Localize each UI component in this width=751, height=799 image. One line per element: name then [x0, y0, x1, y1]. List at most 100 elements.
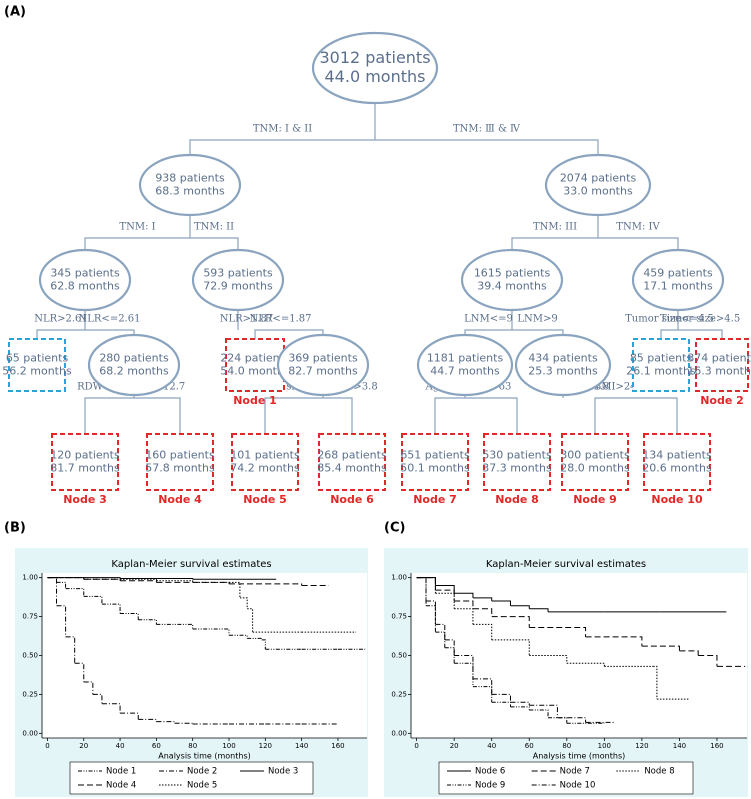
km-step [472, 686, 493, 703]
node-text: 25.3 months [528, 365, 598, 378]
km-step [454, 600, 474, 609]
x-tick-label: 80 [562, 742, 571, 750]
km-step [510, 605, 530, 609]
node-text: 160 patients [145, 449, 215, 462]
y-tick-label: 0.25 [391, 690, 407, 698]
km-step [510, 701, 530, 706]
node-text: 268 patients [317, 449, 387, 462]
km-step [120, 712, 139, 720]
km-step [529, 608, 549, 612]
y-tick-label: 0.50 [391, 652, 407, 660]
node-text: 39.4 months [477, 280, 547, 293]
split-label: LNM>9 [517, 314, 557, 325]
tree-edge [237, 310, 324, 339]
node-label: Node 7 [413, 493, 457, 506]
node-label: Node 6 [330, 493, 374, 506]
node-text: 57.8 months [145, 462, 215, 475]
tree-edge [660, 310, 723, 339]
node-text: 530 patients [482, 449, 552, 462]
tree-leaf [483, 433, 551, 491]
node-text: 33.0 months [563, 185, 633, 198]
km-step [426, 600, 436, 625]
node-text: 56.2 months [2, 365, 72, 378]
node-text: 1181 patients [427, 352, 504, 365]
tree-node [276, 333, 370, 397]
km-step [47, 577, 85, 580]
x-tick-label: 40 [116, 742, 125, 750]
km-step [156, 623, 194, 630]
tree-leaf [8, 338, 66, 392]
x-axis-label: Analysis time (months) [158, 752, 251, 761]
panel-label: (A) [4, 5, 26, 20]
tree-leaf [146, 433, 214, 491]
km-step [138, 619, 157, 625]
x-tick-label: 0 [414, 742, 418, 750]
node-text: 120 patients [50, 449, 120, 462]
chart-title: Kaplan-Meier survival estimates [111, 559, 271, 570]
x-tick-label: 40 [487, 742, 496, 750]
x-tick-label: 20 [79, 742, 88, 750]
y-tick-label: 0.75 [391, 613, 407, 621]
km-step [548, 717, 568, 724]
node-text: 54.0 months [220, 365, 290, 378]
km-step [435, 589, 455, 602]
legend-label: Node 9 [475, 781, 505, 791]
km-step [120, 580, 157, 583]
km-step [120, 612, 139, 620]
tree-node [191, 248, 285, 312]
split-label: TNM: Ⅲ & Ⅳ [453, 124, 521, 135]
legend-label: Node 5 [187, 781, 217, 791]
panel-label: (C) [384, 521, 405, 536]
km-step [454, 655, 474, 679]
node-text: 593 patients [203, 267, 273, 280]
node-text: 300 patients [560, 449, 630, 462]
x-axis-label: Analysis time (months) [533, 752, 626, 761]
km-step [74, 662, 85, 682]
node-text: 374 patients [687, 352, 751, 365]
plot-area [42, 573, 367, 738]
tree-leaf [231, 433, 299, 491]
node-label: Node 5 [243, 493, 287, 506]
km-step [444, 647, 455, 664]
chart-title: Kaplan-Meier survival estimates [486, 559, 646, 570]
node-text: 85 patients [630, 352, 693, 365]
tree-node [514, 333, 612, 397]
x-tick-label: 120 [635, 742, 648, 750]
node-label: Node 4 [158, 493, 202, 506]
km-step [472, 597, 493, 602]
km-step [529, 655, 568, 664]
node-text: 134 patients [642, 449, 712, 462]
node-text: 85.4 months [317, 462, 387, 475]
x-tick-label: 100 [222, 742, 235, 750]
tree-edge [264, 395, 353, 434]
node-text: 1615 patients [474, 267, 551, 280]
x-tick-label: 20 [450, 742, 459, 750]
node-text: 37.3 months [482, 462, 552, 475]
node-text: 16.3 months [687, 365, 751, 378]
node-text: 62.8 months [50, 280, 120, 293]
tree-edge [434, 395, 518, 434]
node-label: Node 2 [700, 394, 744, 407]
node-text: 651 patients [400, 449, 470, 462]
tree-leaf [695, 338, 749, 392]
legend-label: Node 4 [106, 781, 136, 791]
legend [438, 761, 694, 795]
legend-label: Node 2 [187, 767, 217, 777]
tree-edge [511, 215, 679, 250]
node-text: 2074 patients [560, 172, 637, 185]
tree-edge [84, 395, 181, 434]
node-text: 65 patients [6, 352, 69, 365]
split-label: NLR>2.61 [34, 314, 88, 325]
split-label: TNM: II [194, 222, 234, 233]
km-step [435, 592, 455, 609]
tree-edge [464, 310, 564, 335]
km-step [416, 577, 427, 602]
x-tick-label: 60 [525, 742, 534, 750]
split-label: Tumor size>4.5 [660, 314, 740, 325]
km-step [698, 655, 718, 667]
km-step [229, 634, 248, 639]
tree-leaf [643, 433, 711, 491]
node-text: 434 patients [528, 352, 598, 365]
km-step [491, 616, 530, 628]
